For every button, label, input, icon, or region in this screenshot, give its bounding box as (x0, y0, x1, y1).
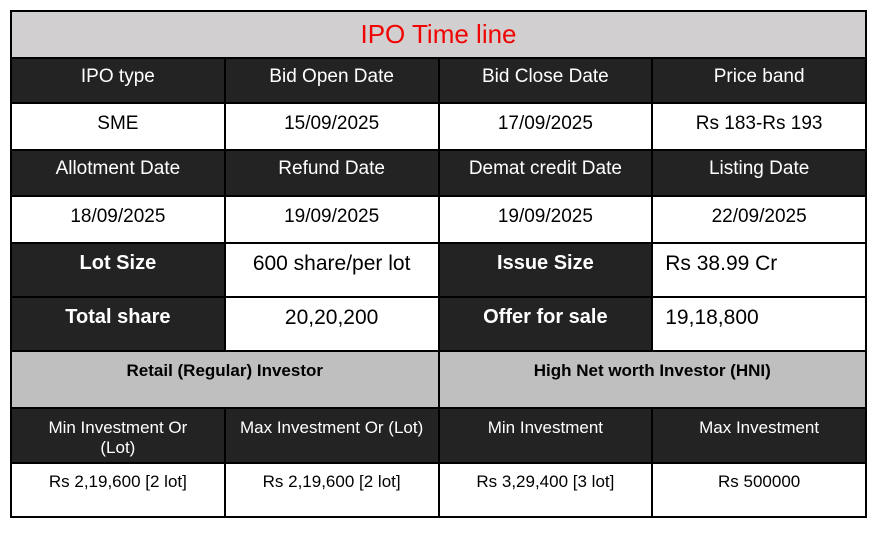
hni-min-investment-value: Rs 3,29,400 [3 lot] (437, 462, 654, 518)
total-share-label: Total share (10, 296, 226, 352)
allotment-date-value: 18/09/2025 (10, 195, 226, 244)
bid-open-date-header: Bid Open Date (223, 57, 440, 104)
demat-credit-date-value: 19/09/2025 (437, 195, 654, 244)
timeline-value-row-1: SME 15/09/2025 17/09/2025 Rs 183-Rs 193 (10, 102, 867, 151)
investment-value-row: Rs 2,19,600 [2 lot] Rs 2,19,600 [2 lot] … (10, 462, 867, 518)
lot-size-value: 600 share/per lot (223, 242, 440, 298)
hni-max-investment-header: Max Investment (651, 407, 867, 464)
retail-min-investment-value: Rs 2,19,600 [2 lot] (10, 462, 226, 518)
ipo-type-header: IPO type (10, 57, 226, 104)
lot-size-label: Lot Size (10, 242, 226, 298)
issue-size-label: Issue Size (437, 242, 654, 298)
offer-for-sale-value: 19,18,800 (651, 296, 867, 352)
ipo-type-value: SME (10, 102, 226, 151)
investor-group-row: Retail (Regular) Investor High Net worth… (10, 350, 867, 409)
hni-min-investment-header: Min Investment (437, 407, 654, 464)
price-band-header: Price band (651, 57, 867, 104)
title-row: IPO Time line (10, 10, 867, 59)
offer-for-sale-label: Offer for sale (437, 296, 654, 352)
timeline-header-row-2: Allotment Date Refund Date Demat credit … (10, 149, 867, 197)
page-title: IPO Time line (10, 10, 867, 59)
ipo-timeline-table: IPO Time line IPO type Bid Open Date Bid… (10, 10, 867, 518)
retail-investor-group-header: Retail (Regular) Investor (10, 350, 440, 409)
listing-date-value: 22/09/2025 (651, 195, 867, 244)
issue-size-value: Rs 38.99 Cr (651, 242, 867, 298)
hni-investor-group-header: High Net worth Investor (HNI) (437, 350, 867, 409)
bid-open-date-value: 15/09/2025 (223, 102, 440, 151)
bid-close-date-header: Bid Close Date (437, 57, 654, 104)
demat-credit-date-header: Demat credit Date (437, 149, 654, 197)
retail-max-investment-value: Rs 2,19,600 [2 lot] (223, 462, 440, 518)
investment-header-row: Min Investment Or (Lot) Max Investment O… (10, 407, 867, 464)
timeline-header-row-1: IPO type Bid Open Date Bid Close Date Pr… (10, 57, 867, 104)
refund-date-header: Refund Date (223, 149, 440, 197)
retail-max-investment-header: Max Investment Or (Lot) (223, 407, 440, 464)
timeline-value-row-2: 18/09/2025 19/09/2025 19/09/2025 22/09/2… (10, 195, 867, 244)
retail-min-investment-header: Min Investment Or (Lot) (10, 407, 226, 464)
total-share-value: 20,20,200 (223, 296, 440, 352)
price-band-value: Rs 183-Rs 193 (651, 102, 867, 151)
hni-max-investment-value: Rs 500000 (651, 462, 867, 518)
lot-size-row: Lot Size 600 share/per lot Issue Size Rs… (10, 242, 867, 298)
refund-date-value: 19/09/2025 (223, 195, 440, 244)
total-share-row: Total share 20,20,200 Offer for sale 19,… (10, 296, 867, 352)
listing-date-header: Listing Date (651, 149, 867, 197)
bid-close-date-value: 17/09/2025 (437, 102, 654, 151)
allotment-date-header: Allotment Date (10, 149, 226, 197)
